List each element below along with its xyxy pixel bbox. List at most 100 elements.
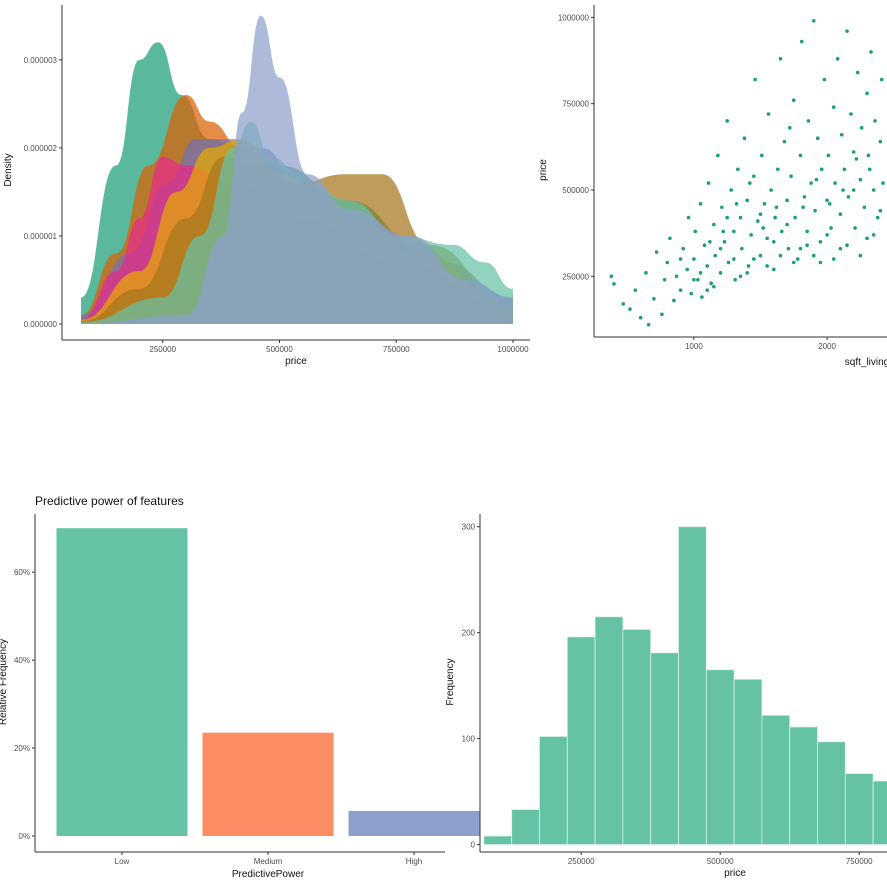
scatter-point: [774, 205, 779, 210]
scatter-point: [813, 208, 817, 213]
scatter-point: [771, 239, 776, 244]
bar-axes: Low Medium High 0% 20% 40% 60%: [14, 514, 445, 866]
scatter-point: [831, 257, 836, 261]
density-y-tick-label: 0.000000: [24, 320, 58, 329]
scatter-point: [831, 105, 836, 109]
bar-x-tick-label: Medium: [254, 857, 283, 866]
histogram-axes: 250000 500000 750000 0 100 200 300: [462, 514, 887, 866]
scatter-point: [725, 119, 729, 123]
scatter-point: [845, 29, 849, 33]
scatter-point: [818, 239, 823, 244]
scatter-point: [698, 271, 703, 275]
bar-medium: [202, 732, 334, 836]
histogram-x-axis-title: price: [724, 868, 746, 879]
scatter-point: [801, 205, 805, 210]
histogram-bin: [511, 809, 540, 845]
histogram-bin: [650, 652, 679, 845]
scatter-point: [826, 153, 831, 158]
scatter-point: [693, 229, 698, 234]
scatter-point: [748, 181, 752, 185]
bar-y-tick-label: 20%: [14, 744, 30, 753]
density-x-tick-label: 500000: [266, 345, 293, 354]
scatter-point: [738, 215, 743, 220]
scatter-point: [681, 246, 686, 251]
scatter-point: [879, 77, 884, 82]
scatter-point: [785, 222, 789, 227]
scatter-point: [849, 112, 853, 116]
histogram-y-tick-label: 200: [462, 629, 476, 638]
scatter-point: [752, 257, 756, 261]
scatter-y-tick-label: 500000: [562, 186, 589, 195]
scatter-point: [692, 277, 696, 282]
bar-x-tick-label: High: [406, 857, 422, 866]
scatter-point: [686, 215, 691, 220]
scatter-point: [789, 174, 793, 178]
scatter-point: [732, 257, 736, 261]
scatter-point: [742, 136, 747, 140]
histogram-y-tick-label: 100: [462, 735, 476, 744]
scatter-point: [705, 264, 710, 268]
scatter-point: [858, 253, 863, 258]
scatter-point: [738, 274, 743, 279]
scatter-point: [672, 298, 676, 303]
scatter-point: [752, 174, 756, 178]
scatter-point: [805, 229, 809, 234]
scatter-point: [758, 253, 763, 258]
scatter-point: [721, 229, 725, 234]
scatter-point: [756, 219, 760, 223]
histogram-bin: [483, 835, 513, 845]
scatter-point: [712, 222, 716, 227]
scatter-point: [779, 229, 784, 234]
scatter-point: [806, 119, 811, 123]
scatter-point: [865, 236, 869, 241]
scatter-point: [761, 226, 765, 230]
scatter-point: [786, 246, 791, 251]
scatter-point: [749, 233, 753, 237]
scatter-point: [862, 205, 867, 210]
scatter-point: [875, 215, 880, 220]
scatter-point: [827, 202, 832, 206]
scatter-point: [819, 167, 824, 172]
bars: [56, 528, 480, 836]
scatter-point: [838, 212, 843, 216]
density-x-tick-label: 750000: [383, 345, 410, 354]
scatter-point: [668, 236, 672, 241]
scatter-point: [839, 132, 844, 137]
density-area: [81, 15, 513, 325]
scatter-point: [771, 267, 776, 272]
scatter-point: [621, 302, 626, 306]
scatter-point: [787, 126, 792, 130]
scatter-point: [612, 282, 616, 286]
scatter-point: [795, 257, 800, 261]
scatter-point: [791, 98, 796, 103]
scatter-point: [871, 188, 876, 192]
scatter-point: [698, 202, 703, 206]
scatter-point: [705, 288, 710, 292]
scatter-point: [718, 246, 723, 251]
density-x-tick-label: 250000: [149, 345, 176, 354]
histogram-bin: [622, 629, 652, 845]
density-curves: [81, 15, 513, 325]
density-x-axis-title: price: [285, 356, 307, 367]
scatter-point: [736, 167, 740, 172]
scatter-point: [708, 239, 712, 244]
histogram-bin: [817, 741, 846, 845]
scatter-point: [778, 253, 783, 258]
bar-y-axis-title: Relative Frequency: [0, 639, 9, 725]
scatter-point: [769, 188, 773, 192]
density-y-axis-title: Density: [3, 153, 14, 186]
scatter-point: [654, 250, 659, 254]
scatter-point: [660, 312, 664, 317]
scatter-point: [652, 296, 656, 301]
scatter-point: [778, 56, 783, 61]
scatter-point: [811, 253, 816, 258]
scatter-point: [865, 91, 869, 96]
scatter-point: [829, 226, 833, 230]
scatter-point: [873, 119, 877, 123]
scatter-point: [766, 112, 771, 116]
scatter-point: [713, 253, 717, 258]
scatter-point: [765, 264, 769, 268]
scatter-point: [805, 243, 809, 248]
density-y-tick-label: 0.000001: [24, 232, 58, 241]
